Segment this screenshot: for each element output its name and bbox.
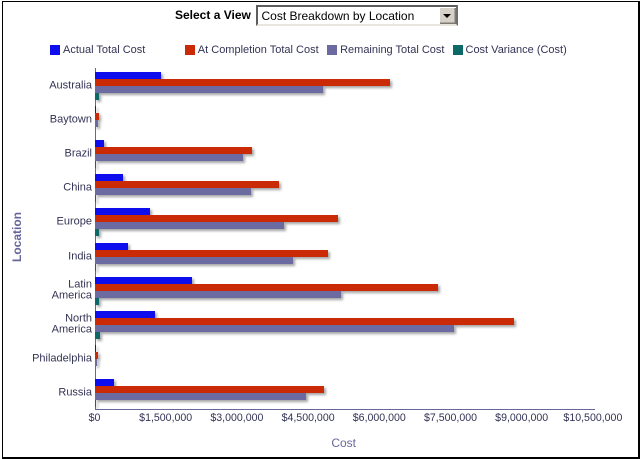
legend-label: At Completion Total Cost (197, 44, 319, 56)
select-view-label: Select a View (175, 8, 251, 22)
x-tick-label: $6,000,000 (352, 412, 406, 424)
legend-item: At Completion Total Cost (184, 41, 319, 56)
legend-label: Cost Variance (Cost) (465, 44, 567, 56)
bar-cost-variance-cost-north-america (95, 331, 100, 339)
x-axis-title: Cost (331, 436, 357, 450)
bar-cost-variance-cost-russia (95, 400, 96, 408)
bar-actual-total-cost-india (95, 242, 129, 250)
category-label: Baytown (49, 112, 92, 125)
category-label: North America (51, 312, 92, 336)
bar-remaining-total-cost-philadelphia (95, 359, 97, 367)
bar-actual-total-cost-china (95, 174, 124, 182)
bar-actual-total-cost-latin-america (95, 276, 193, 284)
bar-remaining-total-cost-baytown (95, 119, 98, 127)
legend-swatch-icon (452, 45, 463, 55)
bar-remaining-total-cost-europe (95, 222, 284, 230)
x-tick-label: $1,500,000 (139, 412, 193, 424)
bar-actual-total-cost-australia (95, 71, 161, 79)
legend-swatch-icon (327, 45, 338, 55)
bar-actual-total-cost-baytown (95, 105, 96, 113)
x-tick-label: $0 (88, 412, 101, 424)
bar-at-completion-total-cost-australia (95, 78, 390, 86)
bar-remaining-total-cost-china (95, 188, 251, 196)
x-tick-label: $10,500,000 (563, 412, 623, 424)
category-label: India (68, 249, 92, 262)
legend-label: Remaining Total Cost (340, 44, 445, 56)
y-axis-line (94, 68, 96, 410)
bar-actual-total-cost-north-america (95, 310, 155, 318)
legend-item: Remaining Total Cost (327, 41, 445, 56)
category-label: Australia (49, 78, 92, 91)
bar-actual-total-cost-europe (95, 208, 151, 216)
bar-cost-variance-cost-china (95, 195, 96, 203)
dropdown-arrow-button[interactable] (438, 7, 456, 24)
bar-remaining-total-cost-brazil (95, 153, 243, 161)
y-axis-title: Location (10, 212, 24, 262)
x-tick-label: $9,000,000 (495, 412, 549, 424)
bar-remaining-total-cost-latin-america (95, 290, 342, 298)
bar-remaining-total-cost-india (95, 256, 293, 264)
bar-at-completion-total-cost-north-america (95, 317, 515, 325)
legend-item: Cost Variance (Cost) (452, 41, 567, 56)
bar-cost-variance-cost-brazil (95, 160, 96, 168)
legend-swatch-icon (184, 45, 195, 55)
view-select[interactable]: Cost Breakdown by Location (257, 7, 456, 24)
legend-swatch-icon (50, 45, 60, 55)
bar-remaining-total-cost-north-america (95, 324, 454, 332)
bar-at-completion-total-cost-russia (95, 386, 325, 394)
bar-remaining-total-cost-russia (95, 393, 306, 401)
category-label: Latin America (51, 278, 92, 302)
bar-at-completion-total-cost-philadelphia (95, 352, 98, 360)
legend-item: Actual Total Cost (50, 41, 146, 56)
category-label: China (63, 181, 92, 194)
category-label: Brazil (64, 147, 92, 160)
x-tick-label: $3,000,000 (210, 412, 264, 424)
bar-at-completion-total-cost-latin-america (95, 283, 439, 291)
bar-actual-total-cost-russia (95, 379, 115, 387)
bar-at-completion-total-cost-baytown (95, 112, 99, 120)
bar-at-completion-total-cost-china (95, 181, 280, 189)
bar-remaining-total-cost-australia (95, 85, 323, 93)
category-label: Philadelphia (32, 352, 92, 365)
bar-at-completion-total-cost-europe (95, 215, 338, 223)
x-axis-line (94, 409, 595, 410)
bar-cost-variance-cost-india (95, 263, 96, 271)
x-tick-label: $4,500,000 (281, 412, 335, 424)
chevron-down-icon (443, 13, 451, 18)
bar-at-completion-total-cost-brazil (95, 146, 252, 154)
x-tick-label: $7,500,000 (423, 412, 478, 424)
category-label: Russia (58, 386, 92, 399)
category-label: Europe (56, 215, 92, 228)
bar-at-completion-total-cost-india (95, 249, 328, 257)
legend-label: Actual Total Cost (63, 44, 146, 56)
view-combobox: Cost Breakdown by Location (255, 5, 458, 26)
bar-actual-total-cost-philadelphia (95, 345, 96, 353)
bar-cost-variance-cost-latin-america (95, 297, 99, 305)
bar-actual-total-cost-brazil (95, 139, 104, 147)
bar-cost-variance-cost-europe (95, 229, 99, 237)
bar-cost-variance-cost-australia (95, 92, 100, 100)
